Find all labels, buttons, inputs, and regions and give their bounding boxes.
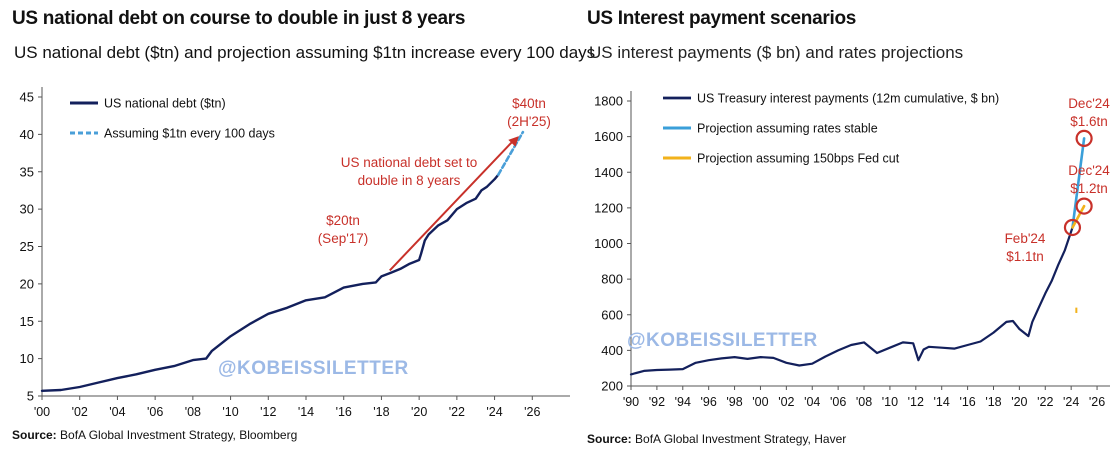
y-tick-label: 35 [20,164,34,179]
x-tick-label: '18 [373,405,389,419]
annotation-dec24-stable: Dec'24 [1068,96,1110,111]
annotation-feb24-value: $1.1tn [1006,249,1044,264]
x-tick-label: '12 [260,405,276,419]
x-tick-label: '14 [298,405,314,419]
y-tick-label: 25 [20,239,34,254]
x-tick-label: '10 [882,395,898,409]
x-tick-label: '22 [449,405,465,419]
watermark: @KOBEISSILETTER [627,330,818,351]
x-tick-label: '24 [1063,395,1079,409]
legend-label: US Treasury interest payments (12m cumul… [697,92,999,106]
watermark: @KOBEISSILETTER [218,358,409,379]
x-tick-label: '26 [524,405,540,419]
x-tick-label: '06 [147,405,163,419]
x-tick-label: '14 [934,395,950,409]
legend-label: Projection assuming 150bps Fed cut [697,152,900,166]
x-tick-label: '16 [336,405,352,419]
chart-title: US national debt on course to double in … [12,8,466,29]
y-tick-label: 800 [601,272,623,287]
annotation-feb24: Feb'24 [1005,231,1046,246]
chart-source: Source: BofA Global Investment Strategy,… [587,432,846,446]
source-text: BofA Global Investment Strategy, Bloombe… [56,428,298,442]
y-tick-label: 20 [20,276,34,291]
interest-chart-panel: US Interest payment scenarios US interes… [575,0,1117,450]
x-tick-label: '16 [959,395,975,409]
source-text: BofA Global Investment Strategy, Haver [631,432,847,446]
x-tick-label: '04 [109,405,125,419]
annotation-arrow-head [508,136,519,147]
highlight-circle-1 [1063,218,1082,237]
annotation-20tn-date: (Sep'17) [318,231,369,246]
x-tick-label: '12 [908,395,924,409]
legend-label: Projection assuming rates stable [697,122,878,136]
annotation-40tn: $40tn [512,96,546,111]
source-label: Source: [12,428,57,442]
annotation-40tn-date: (2H'25) [507,114,551,129]
series-line-1 [629,226,1074,376]
x-tick-label: '10 [222,405,238,419]
chart-subtitle: US interest payments ($ bn) and rates pr… [589,43,964,62]
x-tick-label: '20 [411,405,427,419]
source-label: Source: [587,432,632,446]
legend-label: Assuming $1tn every 100 days [104,127,275,141]
y-tick-label: 30 [20,202,34,217]
x-tick-label: '08 [185,405,201,419]
y-tick-label: 1000 [594,236,623,251]
y-tick-label: 45 [20,90,34,105]
y-tick-label: 10 [20,351,34,366]
x-tick-label: '96 [701,395,717,409]
x-tick-label: '00 [34,405,50,419]
x-tick-label: '18 [985,395,1001,409]
chart-subtitle: US national debt ($tn) and projection as… [14,43,596,62]
series-line-1 [40,173,500,392]
x-tick-label: '00 [752,395,768,409]
y-tick-label: 40 [20,127,34,142]
series-line-2 [496,130,525,176]
series-line-2 [1071,137,1086,229]
interest-chart-svg: 200 400 600 800 1000 1200 1400 1600 1800 '90 '92 '9… [594,91,1110,409]
chart-title: US Interest payment scenarios [587,8,857,29]
y-tick-label: 1600 [594,129,623,144]
x-tick-label: '98 [726,395,742,409]
highlight-circle-3 [1075,197,1093,215]
annotation-dec24-cut-value: $1.2tn [1070,181,1108,196]
annotation-double: US national debt set to [341,155,478,170]
y-tick-label: 1800 [594,94,623,109]
x-tick-label: '90 [623,395,639,409]
x-tick-label: '20 [1011,395,1027,409]
chart-source: Source: BofA Global Investment Strategy,… [12,428,297,442]
y-tick-label: 200 [601,379,623,394]
y-tick-label: 15 [20,314,34,329]
annotation-dec24-stable-value: $1.6tn [1070,114,1108,129]
y-tick-label: 1400 [594,165,623,180]
x-tick-label: '08 [856,395,872,409]
debt-chart-svg: 5 10 15 20 25 30 35 40 45 '00 '02 '04 '06 '08 '10 '12 '1… [20,87,570,419]
annotation-dec24-cut: Dec'24 [1068,163,1110,178]
x-tick-label: '02 [778,395,794,409]
debt-chart-panel: US national debt on course to double in … [12,8,595,442]
x-tick-label: '02 [72,405,88,419]
y-tick-label: 600 [601,307,623,322]
y-tick-label: 400 [601,343,623,358]
highlight-circle-2 [1075,129,1093,148]
x-tick-label: '04 [804,395,820,409]
x-tick-label: '06 [830,395,846,409]
x-tick-label: '94 [675,395,691,409]
x-tick-label: '26 [1089,395,1105,409]
x-tick-label: '92 [649,395,665,409]
legend-label: US national debt ($tn) [104,97,226,111]
y-tick-label: 5 [27,389,34,404]
x-tick-label: '24 [486,405,502,419]
y-tick-label: 1200 [594,200,623,215]
annotation-double-line2: double in 8 years [358,173,461,188]
x-tick-label: '22 [1037,395,1053,409]
series-line-3 [1071,204,1086,229]
annotation-arrow-shaft [389,140,514,272]
annotation-20tn: $20tn [326,213,360,228]
